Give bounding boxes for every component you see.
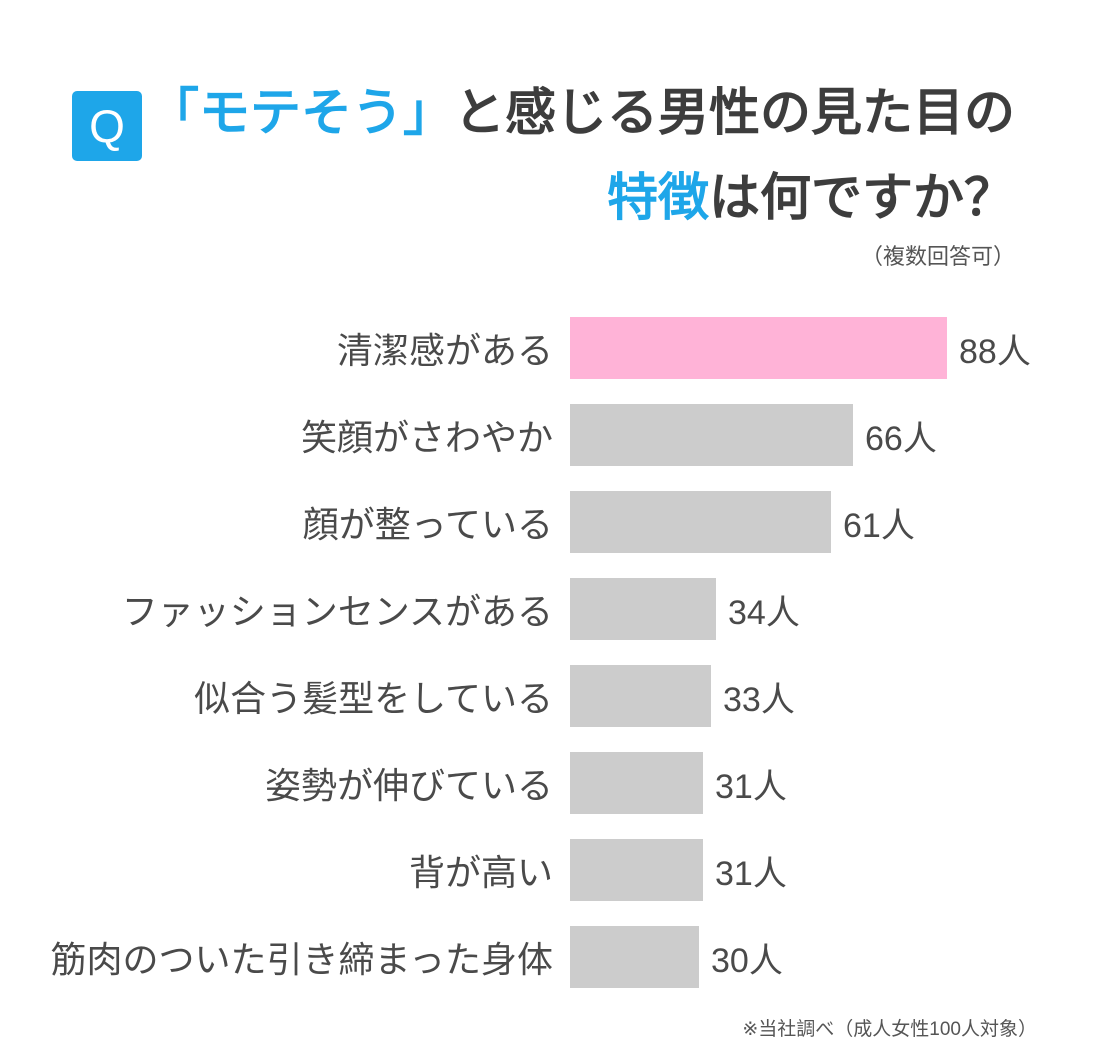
- category-label: 背が高い: [408, 852, 553, 893]
- bar: [570, 404, 853, 466]
- question-header: Q 「モテそう」と感じる男性の見た目の 特徴は何ですか？ （複数回答可）: [0, 76, 1100, 271]
- chart-row: 似合う髪型をしている 33人: [0, 665, 1100, 727]
- horizontal-bar-chart: 清潔感がある 88人笑顔がさわやか 66人顔が整っている 61人ファッションセンスがあ…: [0, 317, 1100, 988]
- chart-row: 清潔感がある 88人: [0, 317, 1100, 379]
- bar: [570, 578, 716, 640]
- value-label: 88人: [959, 332, 1031, 371]
- survey-infographic: Q 「モテそう」と感じる男性の見た目の 特徴は何ですか？ （複数回答可） 清潔感が…: [0, 76, 1100, 1040]
- title-line-1: Q 「モテそう」と感じる男性の見た目の: [0, 76, 1015, 161]
- multiple-answers-note: （複数回答可）: [860, 244, 1015, 269]
- bar: [570, 665, 711, 727]
- value-label: 66人: [865, 419, 937, 458]
- category-label: 清潔感がある: [336, 330, 553, 371]
- bar: [570, 839, 703, 901]
- bar-highlighted: [570, 317, 947, 379]
- chart-row: 笑顔がさわやか 66人: [0, 404, 1100, 466]
- chart-row: 顔が整っている 61人: [0, 491, 1100, 553]
- category-label: 笑顔がさわやか: [300, 417, 553, 458]
- bar: [570, 926, 699, 988]
- title-highlight-tokuchou: 特徴: [606, 169, 709, 226]
- category-label: 顔が整っている: [302, 504, 553, 545]
- chart-row: 背が高い 31人: [0, 839, 1100, 901]
- category-label: 似合う髪型をしている: [194, 678, 553, 719]
- category-label: ファッションセンスがある: [121, 591, 553, 632]
- value-label: 33人: [723, 680, 795, 719]
- source-note: ※当社調べ（成人女性100人対象）: [742, 1019, 1037, 1040]
- chart-row: 姿勢が伸びている 31人: [0, 752, 1100, 814]
- title-line2-text: は何ですか？: [708, 169, 1015, 226]
- title-line1-text: と感じる男性の見た目の: [453, 84, 1015, 141]
- title-line-2: 特徴は何ですか？: [0, 161, 1015, 235]
- chart-row: ファッションセンスがある 34人: [0, 578, 1100, 640]
- value-label: 31人: [715, 854, 787, 893]
- value-label: 61人: [843, 506, 915, 545]
- q-badge: Q: [71, 91, 142, 161]
- value-label: 31人: [715, 767, 787, 806]
- chart-row: 筋肉のついた引き締まった身体 30人: [0, 926, 1100, 988]
- value-label: 34人: [728, 593, 800, 632]
- value-label: 30人: [711, 941, 783, 980]
- category-label: 姿勢が伸びている: [264, 765, 553, 806]
- title-highlight-motesou: 「モテそう」: [147, 84, 454, 141]
- bar: [570, 491, 831, 553]
- bar: [570, 752, 703, 814]
- category-label: 筋肉のついた引き締まった身体: [50, 939, 553, 980]
